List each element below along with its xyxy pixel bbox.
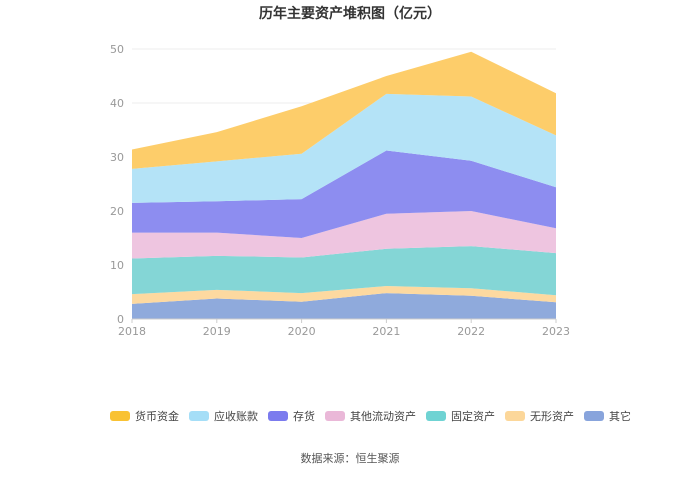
legend-item-6[interactable]: 其它 [584,409,631,423]
legend-label: 应收账款 [214,409,258,423]
y-tick-label: 40 [110,97,124,110]
legend-label: 无形资产 [530,409,574,423]
legend-swatch [189,411,209,421]
area-layer [132,51,556,319]
area-series-5 [132,93,556,203]
y-tick-label: 10 [110,259,124,272]
legend-item-4[interactable]: 固定资产 [426,409,495,423]
legend-item-1[interactable]: 应收账款 [189,409,258,423]
area-series-6 [132,51,556,169]
x-tick-label: 2018 [118,325,146,338]
y-tick-label: 0 [117,313,124,326]
x-tick-label: 2023 [542,325,570,338]
chart-title: 历年主要资产堆积图（亿元） [259,5,441,22]
x-tick-label: 2019 [203,325,231,338]
legend-swatch [505,411,525,421]
legend-swatch [110,411,130,421]
area-series-1 [132,286,556,304]
legend-swatch [268,411,288,421]
legend-item-2[interactable]: 存货 [268,409,315,423]
legend-swatch [325,411,345,421]
legend-label: 货币资金 [135,409,179,423]
y-tick-label: 50 [110,43,124,56]
area-series-3 [132,211,556,259]
data-source-label: 数据来源：恒生聚源 [301,451,400,465]
x-tick-label: 2020 [288,325,316,338]
legend-item-3[interactable]: 其他流动资产 [325,409,416,423]
legend-label: 固定资产 [451,409,495,423]
legend[interactable]: 货币资金 应收账款 存货 其他流动资产 固定资产 无形资产 其它 [110,409,631,423]
y-tick-label: 20 [110,205,124,218]
legend-swatch [584,411,604,421]
legend-label: 其它 [609,409,631,423]
y-tick-label: 30 [110,151,124,164]
legend-item-5[interactable]: 无形资产 [505,409,574,423]
area-series-0 [132,293,556,319]
legend-swatch [426,411,446,421]
area-series-2 [132,246,556,296]
x-tick-label: 2022 [457,325,485,338]
area-series-4 [132,150,556,238]
axis-layer: 0 10 20 30 40 50 2018 2019 2020 2021 2022 2023 [110,43,570,338]
legend-label: 存货 [293,409,315,423]
legend-item-0[interactable]: 货币资金 [110,409,179,423]
x-tick-label: 2021 [372,325,400,338]
legend-label: 其他流动资产 [350,409,416,423]
